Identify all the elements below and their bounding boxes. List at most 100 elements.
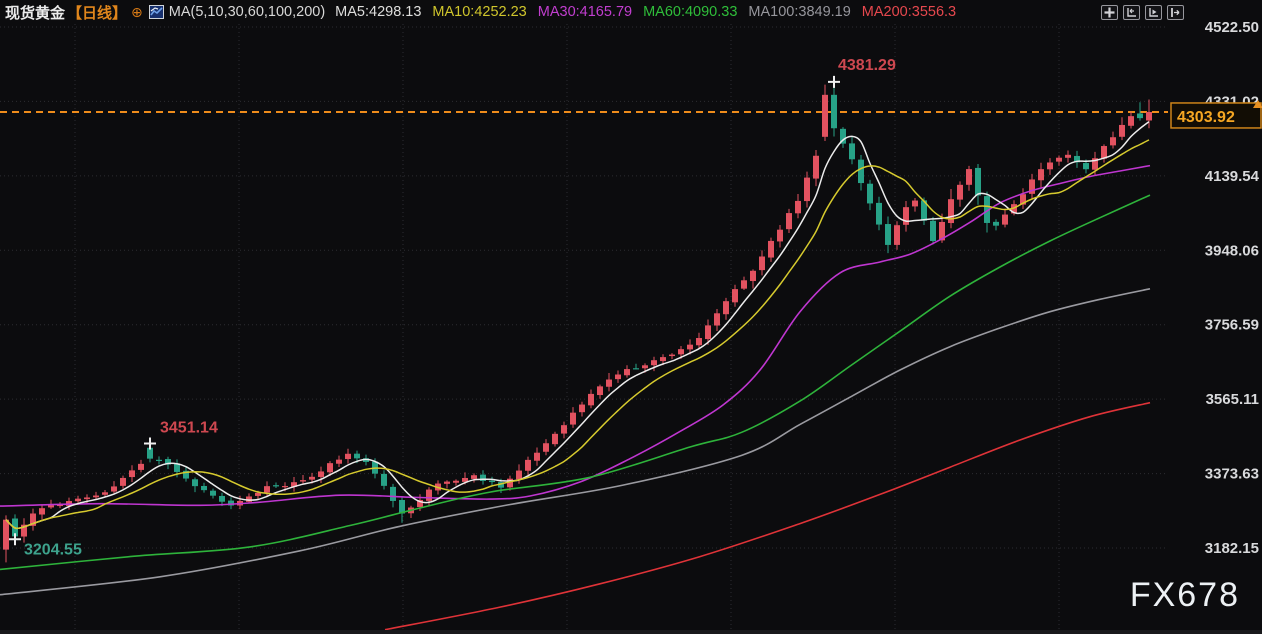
bar-arrow-right-icon	[1171, 7, 1180, 17]
candle	[885, 216, 891, 254]
candle	[480, 470, 486, 485]
annotation-text: 4381.29	[838, 57, 896, 74]
candle	[300, 475, 306, 484]
candle	[561, 421, 567, 439]
ma30-value: MA30:4165.79	[537, 4, 633, 20]
candle	[1065, 150, 1071, 163]
axis-scale-play-button[interactable]	[1145, 4, 1162, 20]
candle	[1038, 162, 1044, 189]
candle	[534, 447, 540, 466]
candle	[984, 191, 990, 233]
candle	[444, 480, 450, 489]
candle	[741, 276, 747, 291]
candle	[507, 475, 513, 491]
price-axis-labels: 4522.504331.024139.543948.063756.593565.…	[1205, 19, 1260, 557]
candle	[966, 165, 972, 191]
candle	[894, 221, 900, 250]
candle	[30, 508, 36, 531]
candle	[597, 384, 603, 399]
candle	[543, 439, 549, 456]
add-indicator-icon[interactable]: ⊕	[131, 3, 143, 20]
candle	[39, 504, 45, 520]
axis-play-icon	[1149, 7, 1158, 17]
candle	[3, 515, 9, 563]
candle	[129, 465, 135, 482]
price-tick-label: 3948.06	[1205, 242, 1259, 259]
candle	[876, 196, 882, 231]
candle	[804, 171, 810, 208]
candle	[651, 356, 657, 372]
candle	[111, 481, 117, 494]
ma-line-MA200	[384, 401, 1151, 631]
candlestick-series	[3, 81, 1152, 563]
ma5-value: MA5:4298.13	[335, 4, 422, 20]
candle	[912, 198, 918, 212]
ma200-value: MA200:3556.3	[861, 4, 957, 20]
price-tick-label: 3373.63	[1205, 466, 1259, 483]
candle	[1101, 144, 1107, 163]
candle	[615, 370, 621, 383]
candle	[831, 81, 837, 137]
annotation-3451.14: 3451.14	[144, 419, 218, 450]
candle	[606, 373, 612, 392]
axis-scale-left-button[interactable]	[1123, 4, 1140, 20]
grid-lines	[0, 24, 1165, 630]
current-price-value: 4303.92	[1177, 109, 1235, 126]
axis-arrow-left-icon	[1127, 7, 1136, 17]
candle	[849, 136, 855, 165]
candle	[732, 284, 738, 307]
candle	[201, 482, 207, 493]
candle	[471, 473, 477, 483]
candle	[102, 489, 108, 498]
candle	[777, 224, 783, 248]
candle	[1047, 158, 1053, 175]
candle	[795, 193, 801, 219]
candle	[291, 477, 297, 492]
bottom-edge-strip	[0, 630, 1262, 634]
chart-toolbar	[1101, 4, 1184, 20]
candle	[399, 496, 405, 523]
candle	[705, 319, 711, 345]
price-tick-label: 3565.11	[1206, 391, 1259, 408]
candle	[723, 297, 729, 320]
candle	[1128, 111, 1134, 129]
ma10-value: MA10:4252.23	[432, 4, 527, 20]
candle	[228, 497, 234, 510]
ma-line-MA10	[5, 139, 1150, 530]
candle	[552, 431, 558, 447]
annotation-text: 3451.14	[160, 419, 218, 436]
candle	[975, 164, 981, 205]
candle	[750, 269, 756, 289]
crosshair-tool-button[interactable]	[1101, 4, 1118, 20]
candle	[930, 216, 936, 245]
ma-line-MA60	[0, 194, 1151, 571]
candle	[1137, 102, 1143, 121]
candle	[246, 493, 252, 504]
candle	[1119, 117, 1125, 141]
candle	[192, 477, 198, 493]
candle	[1002, 208, 1008, 228]
candle	[858, 154, 864, 191]
current-price-box: 4303.92	[1170, 102, 1262, 129]
candle	[345, 448, 351, 464]
candle	[957, 181, 963, 207]
candle	[813, 149, 819, 187]
candle	[624, 365, 630, 378]
candle	[1029, 173, 1035, 199]
candle	[336, 455, 342, 468]
go-to-latest-button[interactable]	[1167, 4, 1184, 20]
candle	[696, 332, 702, 349]
candle	[633, 363, 639, 370]
candle	[786, 208, 792, 233]
candle	[1110, 131, 1116, 149]
symbol-title: 现货黄金	[5, 4, 66, 22]
candle	[1074, 150, 1080, 168]
candle	[210, 488, 216, 499]
latest-price-arrow-icon	[1253, 99, 1262, 108]
candle	[1056, 155, 1062, 166]
price-tick-label: 3756.59	[1205, 317, 1259, 334]
candle	[489, 476, 495, 486]
candle	[579, 401, 585, 417]
